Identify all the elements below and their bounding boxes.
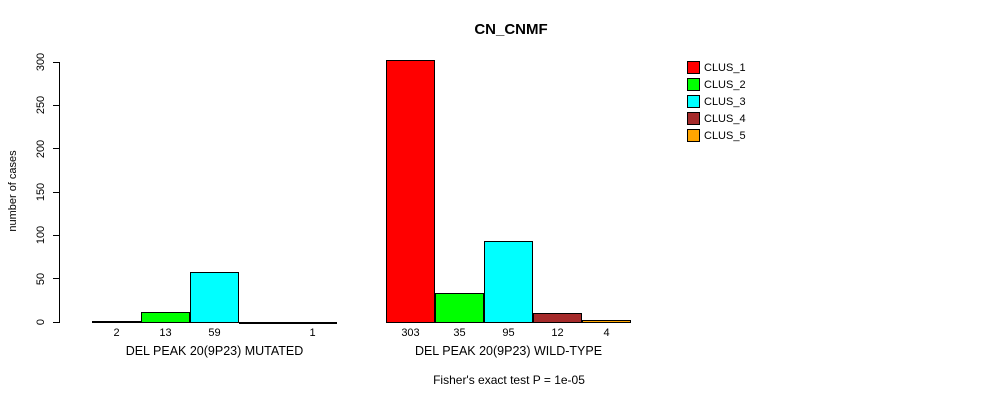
bar: [141, 312, 190, 323]
y-tick-label: 50: [35, 272, 47, 285]
legend-label: CLUS_2: [704, 78, 746, 91]
bar-value-label: 303: [401, 327, 420, 339]
y-tick-label: 100: [35, 226, 47, 245]
group-axis-label: DEL PEAK 20(9P23) MUTATED: [125, 344, 304, 358]
legend-color-swatch: [687, 129, 700, 142]
legend-item: CLUS_5: [687, 129, 746, 142]
bar: [582, 320, 631, 323]
y-tick-label: 300: [35, 52, 47, 72]
bar: [239, 322, 288, 324]
legend-item: CLUS_1: [687, 61, 746, 74]
legend-color-swatch: [687, 78, 700, 91]
bar: [533, 313, 582, 323]
bar: [190, 272, 239, 323]
y-tick-label: 250: [35, 96, 47, 115]
fisher-test-subtitle: Fisher's exact test P = 1e-05: [433, 373, 585, 387]
legend-item: CLUS_3: [687, 95, 746, 108]
y-tick-mark: [53, 278, 59, 280]
legend-label: CLUS_1: [704, 61, 746, 74]
legend-label: CLUS_4: [704, 112, 746, 125]
group-axis-label: DEL PEAK 20(9P23) WILD-TYPE: [414, 344, 603, 358]
bar-value-label: 1: [309, 327, 316, 339]
bar: [435, 293, 484, 323]
y-tick-mark: [53, 234, 59, 236]
bar: [92, 321, 141, 323]
legend-color-swatch: [687, 61, 700, 74]
bar-value-label: 12: [551, 327, 564, 339]
legend-label: CLUS_3: [704, 95, 746, 108]
y-tick-mark: [53, 191, 59, 193]
legend: CLUS_1 CLUS_2 CLUS_3 CLUS_4 CLUS_5: [687, 61, 746, 146]
legend-item: CLUS_2: [687, 78, 746, 91]
bar: [484, 241, 533, 323]
y-tick-mark: [53, 148, 59, 150]
y-axis-title: number of cases: [7, 150, 19, 232]
bar: [386, 60, 435, 323]
chart-title: CN_CNMF: [474, 21, 548, 38]
bar-value-label: 2: [113, 327, 120, 339]
legend-color-swatch: [687, 112, 700, 125]
y-tick-mark: [53, 321, 59, 323]
bar: [288, 322, 337, 324]
bar-value-label: 35: [453, 327, 466, 339]
bar-value-label: 13: [159, 327, 172, 339]
y-axis-line: [59, 62, 60, 323]
legend-item: CLUS_4: [687, 112, 746, 125]
y-tick-label: 0: [35, 318, 47, 326]
bar-value-label: 59: [208, 327, 221, 339]
y-tick-label: 200: [35, 139, 47, 158]
y-tick-mark: [53, 104, 59, 106]
y-tick-mark: [53, 61, 59, 63]
bar-value-label: 4: [603, 327, 610, 339]
legend-label: CLUS_5: [704, 129, 746, 142]
bar-value-label: 95: [502, 327, 515, 339]
y-tick-label: 150: [35, 182, 47, 202]
legend-color-swatch: [687, 95, 700, 108]
